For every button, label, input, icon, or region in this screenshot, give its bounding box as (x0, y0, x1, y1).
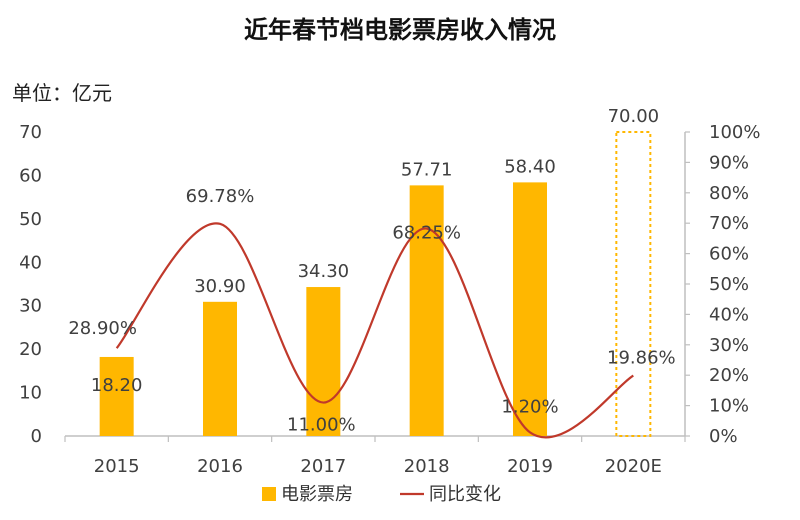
right-tick-label: 0% (709, 426, 738, 447)
bar-value-label: 70.00 (608, 106, 660, 127)
bar-value-label: 58.40 (504, 156, 556, 177)
line-value-label: 1.20% (501, 396, 558, 417)
right-tick-label: 70% (709, 213, 749, 234)
line-value-label: 68.25% (392, 223, 461, 244)
bar-value-label: 30.90 (194, 276, 246, 297)
bar (409, 185, 444, 436)
yoy-line (115, 222, 634, 439)
right-tick-label: 80% (709, 183, 749, 204)
right-tick-label: 10% (709, 396, 749, 417)
bar-estimated (615, 131, 652, 437)
bar-value-label: 18.20 (91, 375, 143, 396)
bar (513, 182, 547, 436)
chart-title: 近年春节档电影票房收入情况 (244, 16, 556, 44)
legend-bar-swatch (262, 487, 276, 501)
right-tick-label: 60% (709, 244, 749, 265)
left-tick-label: 70 (19, 122, 42, 143)
data-labels: 18.20 30.90 34.30 57.71 58.40 70.00 28.90% 69.7… (68, 106, 675, 436)
line-value-label: 19.86% (607, 348, 676, 369)
bar (306, 287, 341, 436)
unit-label: 单位：亿元 (12, 81, 112, 105)
left-tick-label: 50 (19, 209, 42, 230)
right-tick-label: 90% (709, 152, 749, 173)
right-tick-label: 40% (709, 304, 749, 325)
bar-series (99, 131, 652, 437)
axes: 0 10 20 30 40 50 60 70 0% 10% 20% 30% 40% 50% 60% 70% 80… (19, 122, 760, 477)
x-tick-label: 2015 (94, 456, 140, 477)
legend-line-label: 同比变化 (429, 484, 501, 505)
right-tick-label: 100% (709, 122, 760, 143)
left-tick-label: 60 (19, 165, 42, 186)
bar-value-label: 57.71 (401, 159, 453, 180)
left-tick-label: 10 (19, 383, 42, 404)
left-tick-label: 20 (19, 339, 42, 360)
x-tick-label: 2018 (404, 456, 450, 477)
line-value-label: 11.00% (287, 415, 356, 436)
line-value-label: 28.90% (68, 318, 137, 339)
right-tick-label: 30% (709, 335, 749, 356)
right-tick-label: 50% (709, 274, 749, 295)
right-tick-label: 20% (709, 365, 749, 386)
x-tick-label: 2016 (197, 456, 243, 477)
left-tick-label: 0 (31, 426, 42, 447)
legend: 电影票房 同比变化 (262, 484, 501, 505)
x-tick-label: 2017 (300, 456, 346, 477)
legend-bar-label: 电影票房 (281, 484, 353, 505)
bar-value-label: 34.30 (298, 261, 350, 282)
x-tick-label: 2019 (507, 456, 553, 477)
left-tick-label: 40 (19, 252, 42, 273)
bar (99, 356, 134, 436)
x-tick-label: 2020E (605, 456, 662, 477)
left-tick-label: 30 (19, 296, 42, 317)
line-value-label: 69.78% (186, 186, 255, 207)
bar (203, 301, 237, 436)
line-series (115, 222, 634, 439)
